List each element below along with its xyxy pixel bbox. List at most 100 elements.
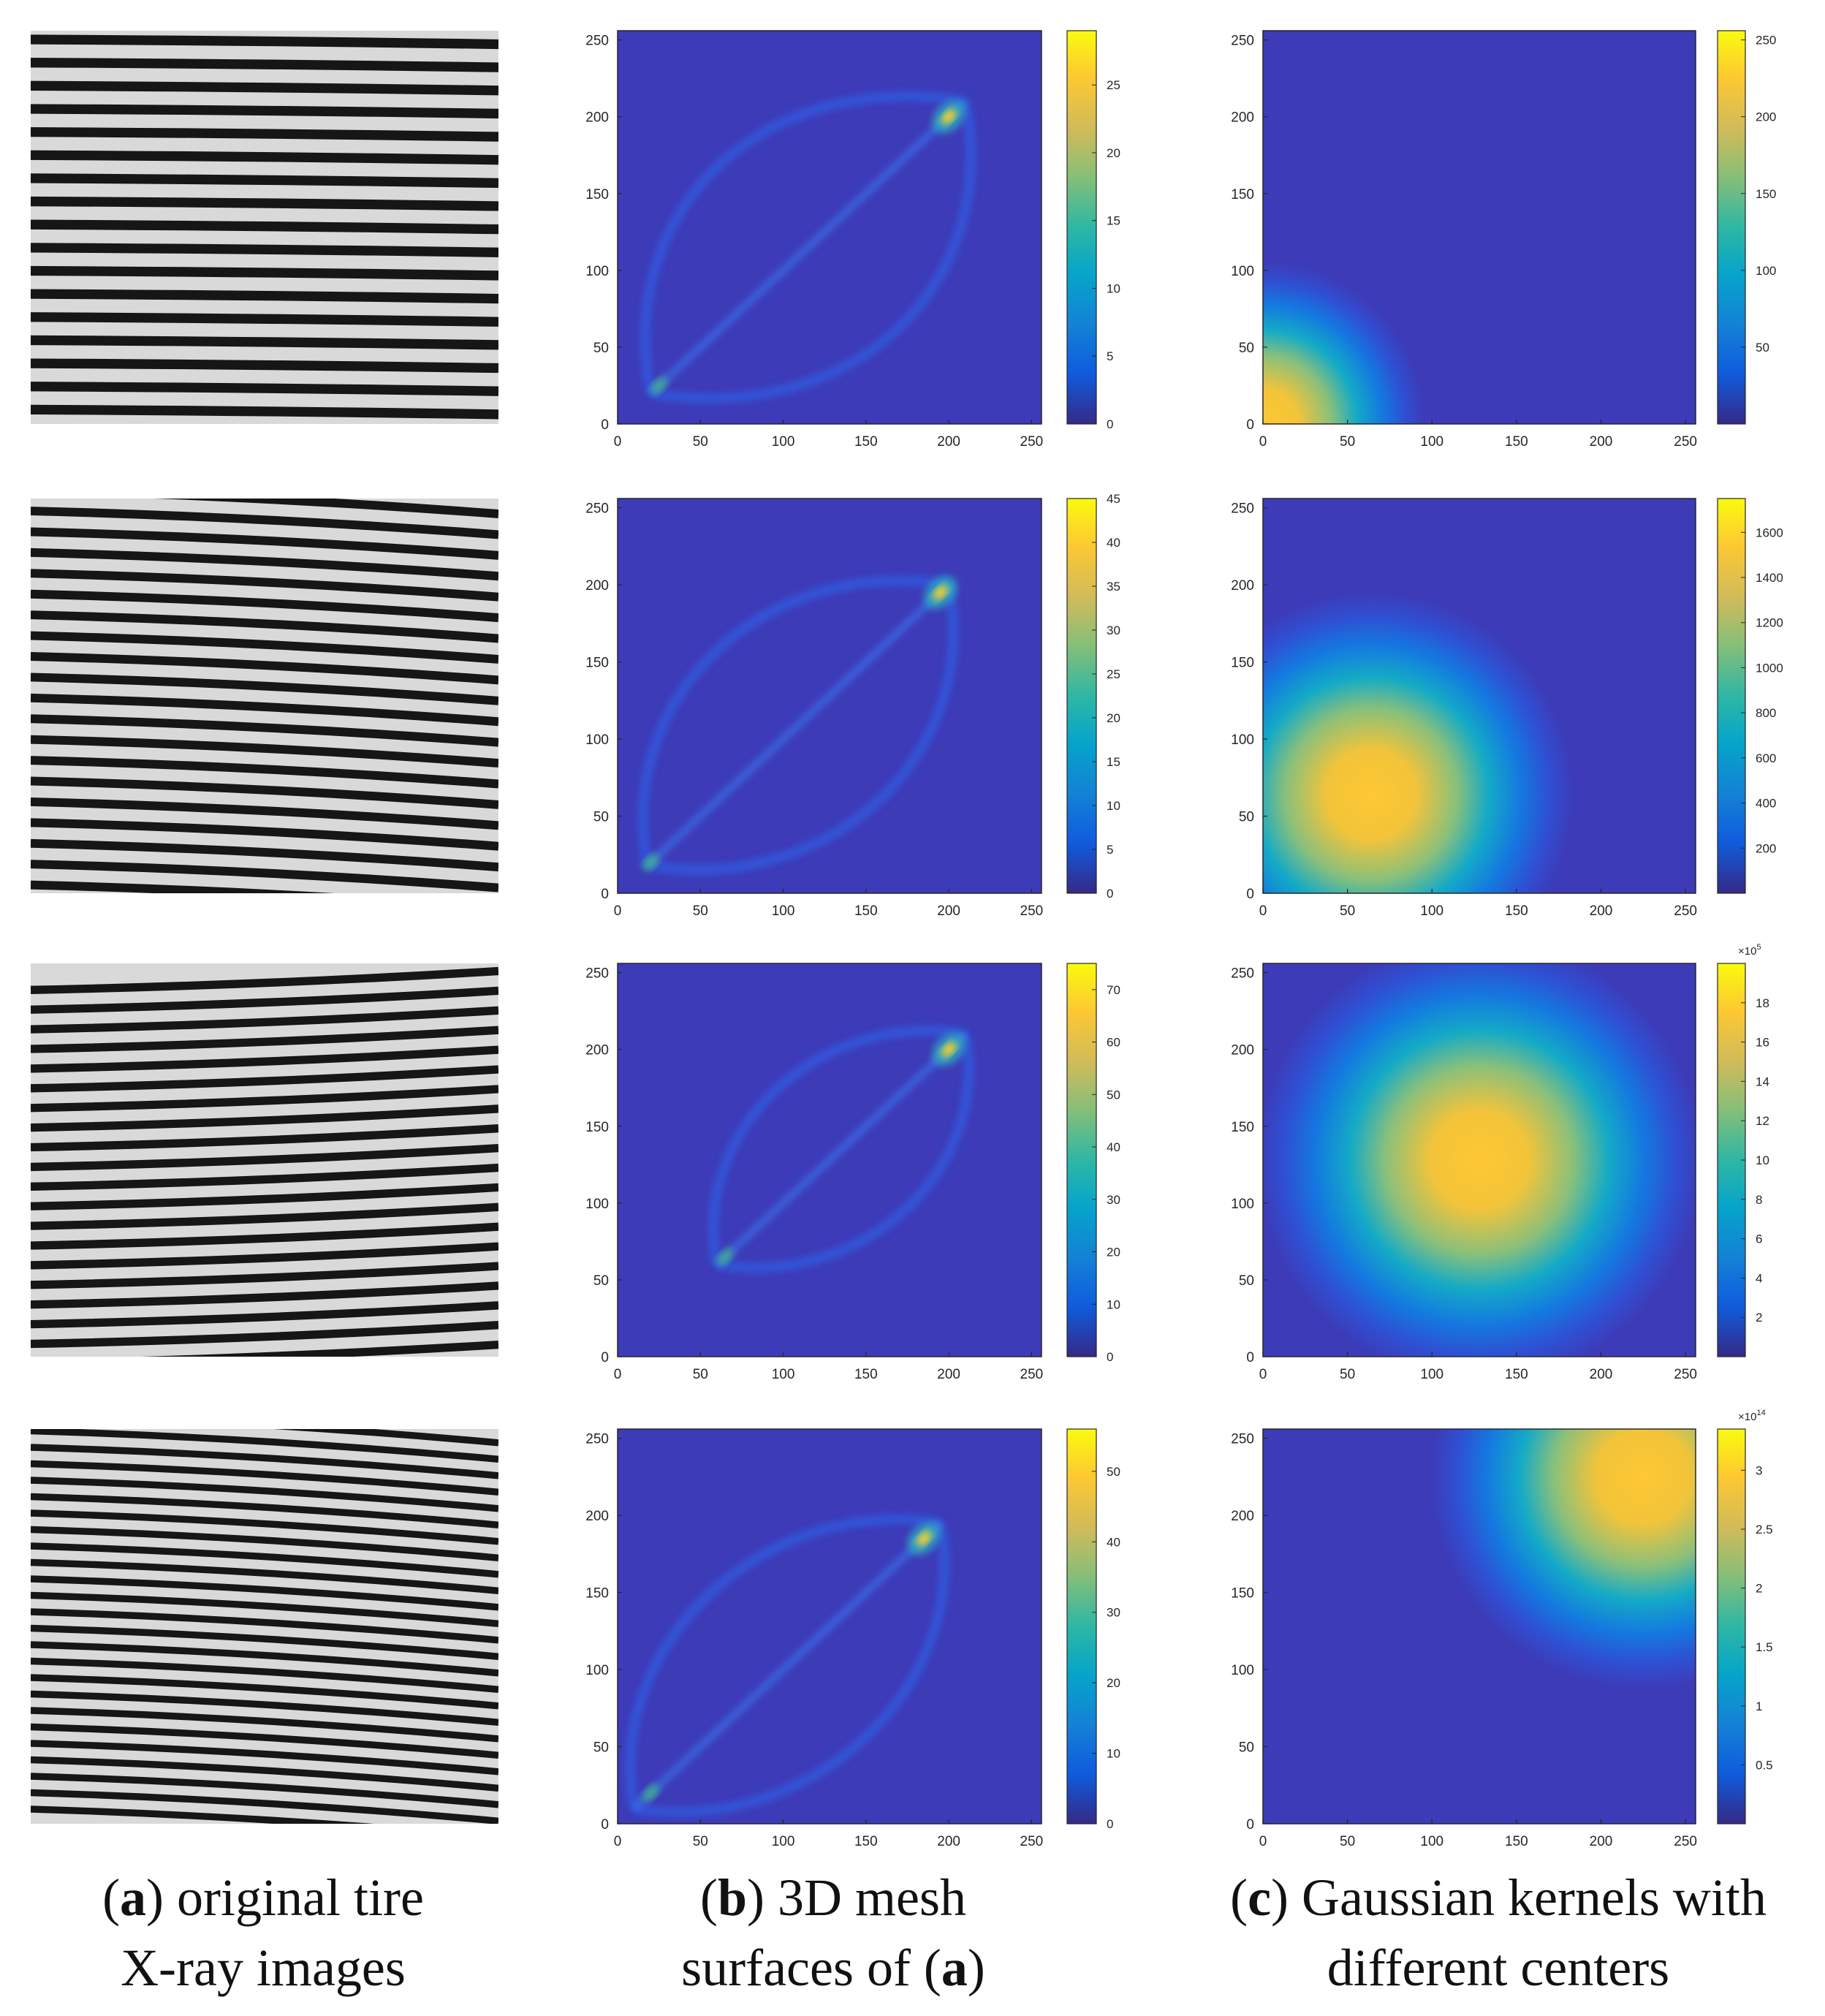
gaussian-2-ytick: 50 [1239,810,1254,825]
histogram-3-colorbar [1066,963,1097,1357]
histogram-4-loop-upper [626,1515,941,1810]
histogram-4: 0 50 100 150 200 250 0 50 100 150 200 250 0 10 20 30 40 5… [585,1428,1120,1849]
histogram-1-colorbar-tick: 5 [1107,349,1113,363]
gaussian-2-colorbar-tick: 200 [1756,841,1776,855]
gaussian-2-ytick: 0 [1246,887,1254,902]
gaussian-4-ytick: 250 [1231,1432,1254,1447]
histogram-3-colorbar-tick: 50 [1107,1088,1120,1102]
histogram-3-xtick: 0 [614,1367,622,1382]
gaussian-3-colorbar-tick: 8 [1756,1193,1762,1207]
histogram-4-ytick: 150 [585,1586,609,1602]
histogram-4-ytick: 100 [585,1663,609,1678]
gaussian-4-colorbar-tick: 2 [1756,1582,1762,1596]
gaussian-3-xtick: 100 [1420,1367,1443,1382]
gaussian-3-xtick: 50 [1340,1367,1355,1382]
gaussian-4-colorbar-tick: 1.5 [1756,1640,1773,1654]
histogram-4-xtick: 200 [937,1834,960,1849]
histogram-1-ytick: 0 [601,417,609,433]
gaussian-2-ytick: 100 [1231,732,1254,748]
histogram-2-xtick: 250 [1020,903,1044,919]
histogram-4-ytick: 0 [601,1817,609,1833]
gaussian-3-kernel-blob [1263,963,1696,1357]
histogram-1-ytick: 200 [585,110,609,126]
histogram-3-peak [941,1042,956,1057]
histogram-3-colorbar-tick: 40 [1107,1140,1120,1154]
histogram-3-ytick: 100 [585,1197,609,1212]
gaussian-2-xtick: 50 [1340,903,1355,919]
histogram-1-peak [941,109,956,124]
histogram-1-diagonal [648,99,968,395]
gaussian-3-xtick: 0 [1259,1367,1267,1382]
histogram-1-colorbar-tick: 25 [1107,78,1120,92]
gaussian-1-colorbar-tick: 100 [1756,264,1776,278]
histogram-2-colorbar-tick: 25 [1107,667,1120,681]
gaussian-3-colorbar-tick: 4 [1756,1271,1762,1285]
gaussian-3: 0 50 100 150 200 250 0 50 100 150 200 250 2 4 6 8 10 12 14… [1231,943,1769,1382]
histogram-4-xtick: 100 [772,1834,795,1849]
gaussian-2-colorbar-tick: 1200 [1756,616,1783,630]
histogram-2-colorbar-tick: 20 [1107,711,1120,725]
histogram-3-colorbar-tick: 0 [1107,1350,1113,1364]
histogram-3-xtick: 200 [937,1367,960,1382]
histogram-2-colorbar-tick: 40 [1107,536,1120,550]
histogram-1-loop-lower [650,100,976,403]
histogram-4-xtick: 0 [614,1834,622,1849]
histogram-2-ytick: 150 [585,656,609,671]
gaussian-1-xtick: 50 [1340,434,1355,450]
histogram-2-colorbar-tick: 30 [1107,624,1120,637]
gaussian-4-xtick: 150 [1505,1834,1528,1849]
gaussian-1-colorbar-tick: 200 [1756,110,1776,124]
gaussian-2-xtick: 0 [1259,903,1267,919]
histogram-2-colorbar-tick: 15 [1107,755,1120,769]
gaussian-2-colorbar-tick: 600 [1756,751,1776,765]
gaussian-1-ytick: 100 [1231,264,1254,279]
gaussian-3-xtick: 150 [1505,1367,1528,1382]
histogram-4-ytick: 50 [593,1740,609,1756]
tire-xray-image-1 [31,31,498,424]
gaussian-2-colorbar-tick: 400 [1756,797,1776,811]
histogram-2-colorbar-tick: 0 [1107,887,1113,901]
histogram-4-diagonal [631,1520,943,1811]
gaussian-1-ytick: 250 [1231,34,1254,49]
gaussian-1-xtick: 150 [1505,434,1528,450]
gaussian-4-ytick: 200 [1231,1509,1254,1524]
histogram-4-ytick: 200 [585,1509,609,1524]
gaussian-2-kernel-blob [1263,591,1574,893]
gaussian-1: 0 50 100 150 200 250 0 50 100 150 200 250 50 100 150 20… [1231,30,1776,450]
gaussian-4-colorbar-multiplier: ×1014 [1738,1409,1766,1423]
histogram-3-ytick: 200 [585,1043,609,1058]
histogram-4-colorbar-tick: 10 [1107,1747,1120,1761]
histogram-3-ytick: 150 [585,1120,609,1135]
gaussian-2-colorbar-tick: 1000 [1756,661,1783,675]
gaussian-2: 0 50 100 150 200 250 0 50 100 150 200 250 200 400 600 8… [1231,498,1783,919]
gaussian-2-xtick: 100 [1420,903,1443,919]
gaussian-1-xtick: 200 [1590,434,1613,450]
gaussian-4-kernel-blob [1430,1429,1696,1690]
histogram-1-colorbar-tick: 15 [1107,214,1120,228]
gaussian-4-ytick: 50 [1239,1740,1254,1756]
gaussian-4-xtick: 0 [1259,1834,1267,1849]
histogram-1-ytick: 150 [585,187,609,202]
histogram-1-colorbar-tick: 20 [1107,146,1120,160]
gaussian-3-ytick: 150 [1231,1120,1254,1135]
histogram-2-colorbar-tick: 35 [1107,580,1120,594]
gaussian-2-ytick: 200 [1231,578,1254,594]
histogram-2-low-peak [642,854,659,871]
gaussian-4-ytick: 100 [1231,1663,1254,1678]
gaussian-3-xtick: 200 [1590,1367,1613,1382]
gaussian-4-xtick: 200 [1590,1834,1613,1849]
histogram-4-colorbar-tick: 30 [1107,1606,1120,1620]
histogram-3-xtick: 250 [1020,1367,1044,1382]
histogram-1-xtick: 100 [772,434,795,450]
histogram-3-low-peak [716,1248,734,1265]
gaussian-1-ytick: 50 [1239,341,1254,356]
gaussian-3-ytick: 100 [1231,1197,1254,1212]
histogram-4-ytick: 250 [585,1432,609,1447]
histogram-2-xtick: 200 [937,903,960,919]
gaussian-1-colorbar [1717,30,1746,425]
gaussian-4-xtick: 100 [1420,1834,1443,1849]
histogram-2-colorbar [1066,498,1097,894]
histogram-1-xtick: 250 [1020,434,1044,450]
gaussian-3-ytick: 200 [1231,1043,1254,1058]
